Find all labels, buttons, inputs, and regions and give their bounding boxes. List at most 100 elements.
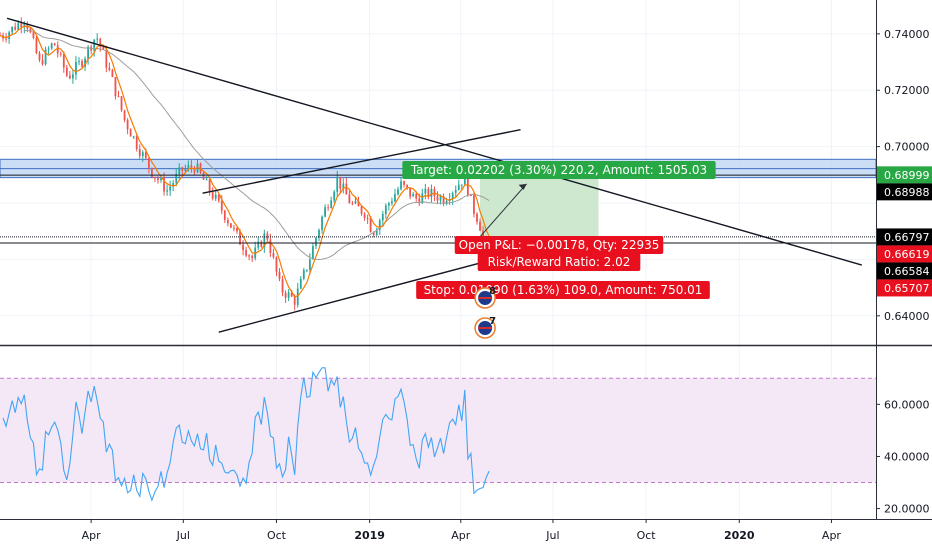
price-label-background (877, 245, 932, 263)
price-axis[interactable]: 0.74000 0.72000 0.70000 0.64000 0.68999 0.689… (876, 28, 932, 323)
time-tick-label: Jul (176, 529, 190, 542)
position-pnl-label-background (454, 236, 664, 254)
candle-body (363, 213, 366, 218)
candle-body (266, 233, 269, 240)
candle-body (236, 227, 238, 232)
candle-body (394, 194, 396, 202)
candle-body (406, 184, 409, 188)
rsi-tick-label: 40.0000 (884, 450, 930, 463)
candle-body (181, 167, 184, 172)
candle-body (424, 188, 427, 194)
candle-body (114, 76, 117, 97)
rsi-series (2, 367, 490, 502)
price-label: 0.66619 (884, 248, 930, 261)
trendline[interactable] (202, 129, 521, 194)
candle-body (38, 53, 41, 60)
candle-body (172, 182, 175, 187)
candle-body (5, 38, 7, 40)
time-tick-label: 2020 (724, 529, 755, 542)
candle-body (269, 239, 272, 254)
candle-body (239, 231, 241, 245)
trendline-drawings[interactable] (6, 17, 863, 333)
candle-body (178, 167, 181, 174)
time-tick-label: 2019 (354, 529, 385, 542)
candle-body (345, 183, 348, 195)
candle-body (245, 250, 247, 256)
event-marker[interactable]: 7 (474, 316, 496, 339)
candle-body (175, 173, 178, 183)
candle-body (166, 190, 168, 192)
candle-body (293, 296, 296, 305)
candle-body (427, 188, 430, 197)
candle-body (299, 278, 302, 289)
candle-body (68, 75, 71, 79)
candle-body (208, 179, 211, 192)
candle-body (351, 203, 354, 205)
candle-body (391, 201, 393, 204)
rsi-band-fill (0, 378, 876, 483)
candle-body (473, 195, 475, 214)
candle-body (479, 221, 481, 231)
candle-body (32, 32, 35, 38)
candle-body (202, 172, 205, 180)
candle-body (409, 187, 412, 197)
candle-body (354, 201, 357, 204)
candle-body (229, 223, 232, 228)
candle-body (56, 45, 59, 54)
candle-body (360, 206, 363, 214)
candle-body (62, 54, 65, 68)
candle-body (226, 219, 229, 224)
rsi-tick-label: 20.0000 (884, 503, 930, 516)
candle-body (72, 74, 74, 79)
candle-body (384, 205, 387, 214)
event-marker[interactable]: 8 (474, 286, 496, 309)
candle-body (223, 210, 226, 220)
candle-body (205, 179, 208, 181)
time-tick-label: Apr (822, 529, 842, 542)
candle-body (272, 253, 275, 258)
candle-body (308, 259, 311, 270)
candle-body (260, 241, 263, 247)
candle-body (439, 196, 442, 201)
time-axis[interactable]: Apr Jul Oct 2019 Apr Jul Oct 2020 Apr (82, 519, 842, 542)
candle-body (321, 216, 323, 231)
candle-body (357, 201, 360, 207)
rsi-axis[interactable]: 60.0000 40.0000 20.0000 (876, 398, 930, 516)
candle-body (214, 194, 217, 199)
position-risk-reward-label-background (477, 253, 641, 271)
candle-body (436, 196, 439, 201)
price-label-background (877, 262, 932, 280)
candle-body (53, 43, 56, 46)
candle-body (263, 233, 266, 247)
trendline[interactable] (6, 17, 863, 266)
candle-body (50, 43, 53, 49)
candle-body (135, 136, 138, 149)
trendline[interactable] (218, 251, 521, 333)
candle-body (81, 61, 83, 67)
candle-body (117, 96, 120, 98)
position-labels: Target: 0.02202 (3.30%) 220.2, Amount: 1… (402, 161, 716, 299)
time-tick-label: Oct (267, 529, 287, 542)
candle-body (412, 193, 415, 197)
candle-body (251, 255, 254, 259)
position-target-zone[interactable] (480, 174, 599, 237)
price-label-background (877, 228, 932, 246)
candle-body (17, 23, 20, 30)
candle-body (454, 190, 457, 193)
economic-event-markers[interactable]: 87 (474, 286, 496, 339)
candle-body (296, 288, 299, 305)
time-tick-label: Apr (451, 529, 471, 542)
candle-body (290, 292, 293, 297)
trendline[interactable] (479, 183, 527, 238)
candle-body (11, 26, 14, 33)
candle-body (324, 207, 326, 217)
candle-body (369, 218, 372, 233)
candle-body (111, 69, 114, 77)
candle-body (421, 193, 424, 204)
candle-body (102, 46, 105, 50)
candle-body (138, 148, 141, 157)
candle-body (154, 176, 156, 179)
price-label: 0.66584 (884, 265, 930, 278)
